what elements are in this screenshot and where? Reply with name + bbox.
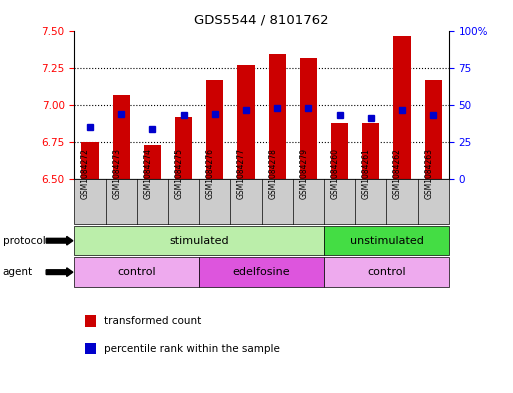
Text: GSM1084278: GSM1084278	[268, 148, 277, 199]
Text: percentile rank within the sample: percentile rank within the sample	[104, 343, 280, 354]
Text: GSM1084263: GSM1084263	[424, 148, 433, 199]
Text: unstimulated: unstimulated	[349, 236, 423, 246]
Text: GSM1084260: GSM1084260	[331, 148, 340, 199]
Bar	[362, 123, 380, 179]
Text: control: control	[367, 267, 406, 277]
Text: GSM1084275: GSM1084275	[174, 148, 184, 199]
Bar	[206, 80, 223, 179]
Text: edelfosine: edelfosine	[233, 267, 290, 277]
Bar	[425, 80, 442, 179]
Text: stimulated: stimulated	[169, 236, 229, 246]
Text: GSM1084279: GSM1084279	[300, 148, 308, 199]
Bar	[175, 117, 192, 179]
Text: protocol: protocol	[3, 236, 45, 246]
Bar	[393, 36, 410, 179]
Text: control: control	[117, 267, 156, 277]
Bar	[144, 145, 161, 179]
Bar	[238, 65, 254, 179]
Text: GSM1084273: GSM1084273	[112, 148, 121, 199]
Text: GSM1084272: GSM1084272	[81, 148, 90, 199]
Bar	[331, 123, 348, 179]
Text: GSM1084261: GSM1084261	[362, 148, 371, 199]
Bar	[113, 95, 130, 179]
Text: GDS5544 / 8101762: GDS5544 / 8101762	[194, 14, 329, 27]
Text: GSM1084276: GSM1084276	[206, 148, 215, 199]
Text: agent: agent	[3, 267, 33, 277]
Bar	[269, 53, 286, 179]
Text: transformed count: transformed count	[104, 316, 201, 326]
Bar	[300, 58, 317, 179]
Text: GSM1084274: GSM1084274	[144, 148, 152, 199]
Bar	[82, 142, 98, 179]
Text: GSM1084277: GSM1084277	[237, 148, 246, 199]
Text: GSM1084262: GSM1084262	[393, 148, 402, 199]
